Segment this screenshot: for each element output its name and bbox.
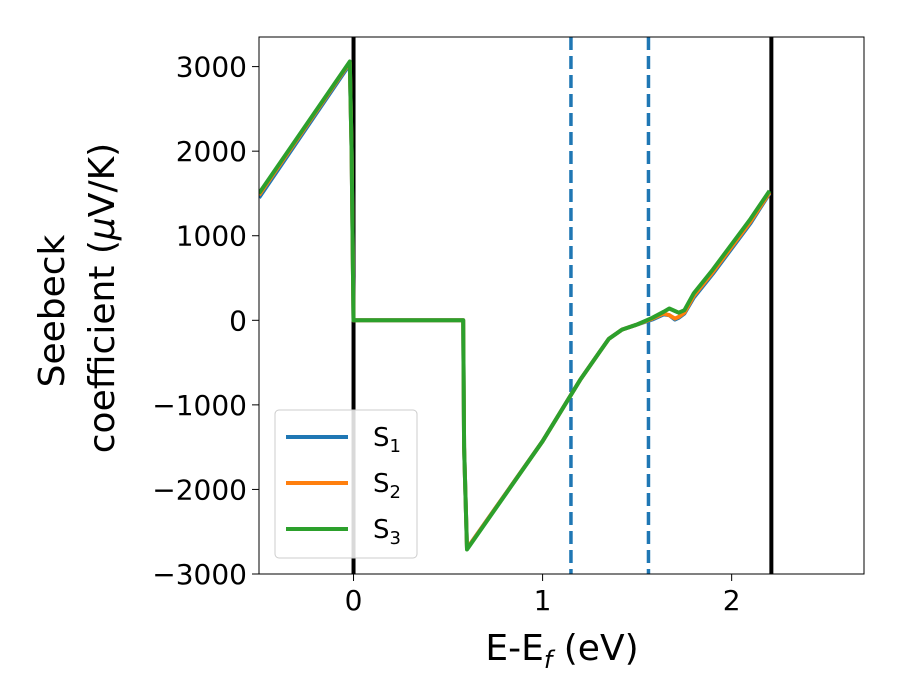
series-group <box>259 59 772 552</box>
x-tick-label: 0 <box>345 584 363 617</box>
y-tick-label: −3000 <box>152 558 247 591</box>
legend: S1 S2 S3 <box>274 409 418 559</box>
x-tick-label: 1 <box>534 584 552 617</box>
y-tick-label: 2000 <box>176 135 247 168</box>
series-line-3 <box>259 59 772 552</box>
plot-frame <box>258 36 865 575</box>
x-axis-ticks: 0 1 2 <box>345 574 741 617</box>
y-axis-label-line1: Seebeck <box>32 234 73 387</box>
y-tick-label: 1000 <box>176 220 247 253</box>
y-axis-label-line2: coefficient (μV/K) <box>82 143 123 453</box>
y-tick-label: −1000 <box>152 389 247 422</box>
x-axis-label: E-Ef (eV) <box>485 628 638 674</box>
legend-label-1: S1 <box>373 423 401 457</box>
y-tick-label: 0 <box>229 304 247 337</box>
y-axis-ticks: −3000 −2000 −1000 0 1000 2000 3000 <box>152 51 259 591</box>
x-tick-label: 2 <box>723 584 741 617</box>
legend-label-3: S3 <box>373 515 401 549</box>
legend-label-2: S2 <box>373 469 401 503</box>
y-tick-label: −2000 <box>152 473 247 506</box>
y-tick-label: 3000 <box>176 51 247 84</box>
